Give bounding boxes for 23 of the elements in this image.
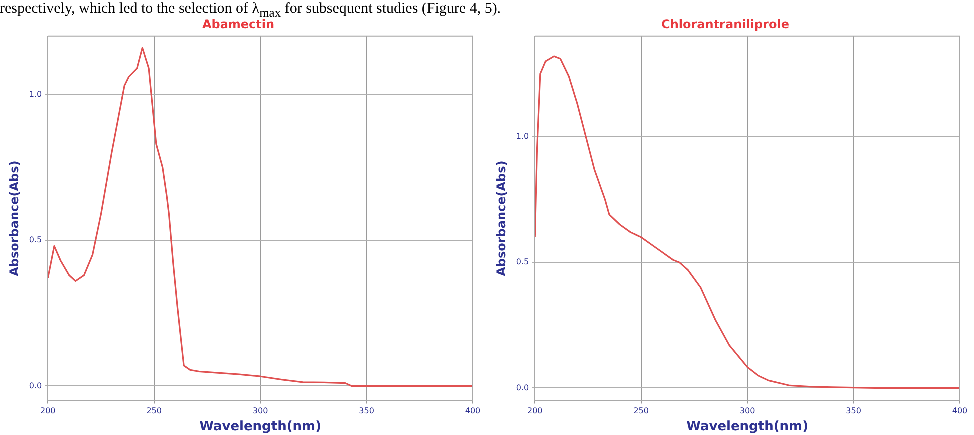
x-tick-label: 350 (846, 406, 862, 416)
y-axis-title: Absorbance(Abs) (7, 160, 22, 276)
x-axis-title: Wavelength(nm) (200, 420, 322, 435)
text: respectively, which led to the selection of λ$_{max}$ for subsequent studies (Figure 4, 5). (0, 1, 502, 20)
x-tick-label: 250 (634, 406, 649, 416)
x-tick-label: 300 (740, 406, 756, 416)
x-tick-label: 400 (952, 406, 968, 416)
x-tick-label: 200 (40, 406, 56, 416)
x-tick-label: 250 (146, 406, 162, 416)
chart-title: Chlorantraniliprole (662, 17, 790, 32)
x-axis-title: Wavelength(nm) (686, 420, 809, 435)
y-tick-label: 0.0 (516, 383, 530, 392)
y-tick-label: 0.5 (516, 258, 530, 267)
y-axis-title: Absorbance(Abs) (494, 160, 508, 276)
y-tick-label: 0.0 (29, 381, 42, 390)
x-tick-label: 300 (252, 406, 268, 416)
y-tick-label: 0.5 (29, 236, 42, 245)
y-tick-label: 1.0 (516, 132, 530, 141)
x-tick-label: 200 (527, 406, 543, 416)
x-tick-label: 350 (359, 406, 374, 416)
chart-title: Abamectin (202, 17, 275, 32)
x-tick-label: 400 (465, 406, 481, 416)
y-tick-label: 1.0 (29, 90, 42, 99)
